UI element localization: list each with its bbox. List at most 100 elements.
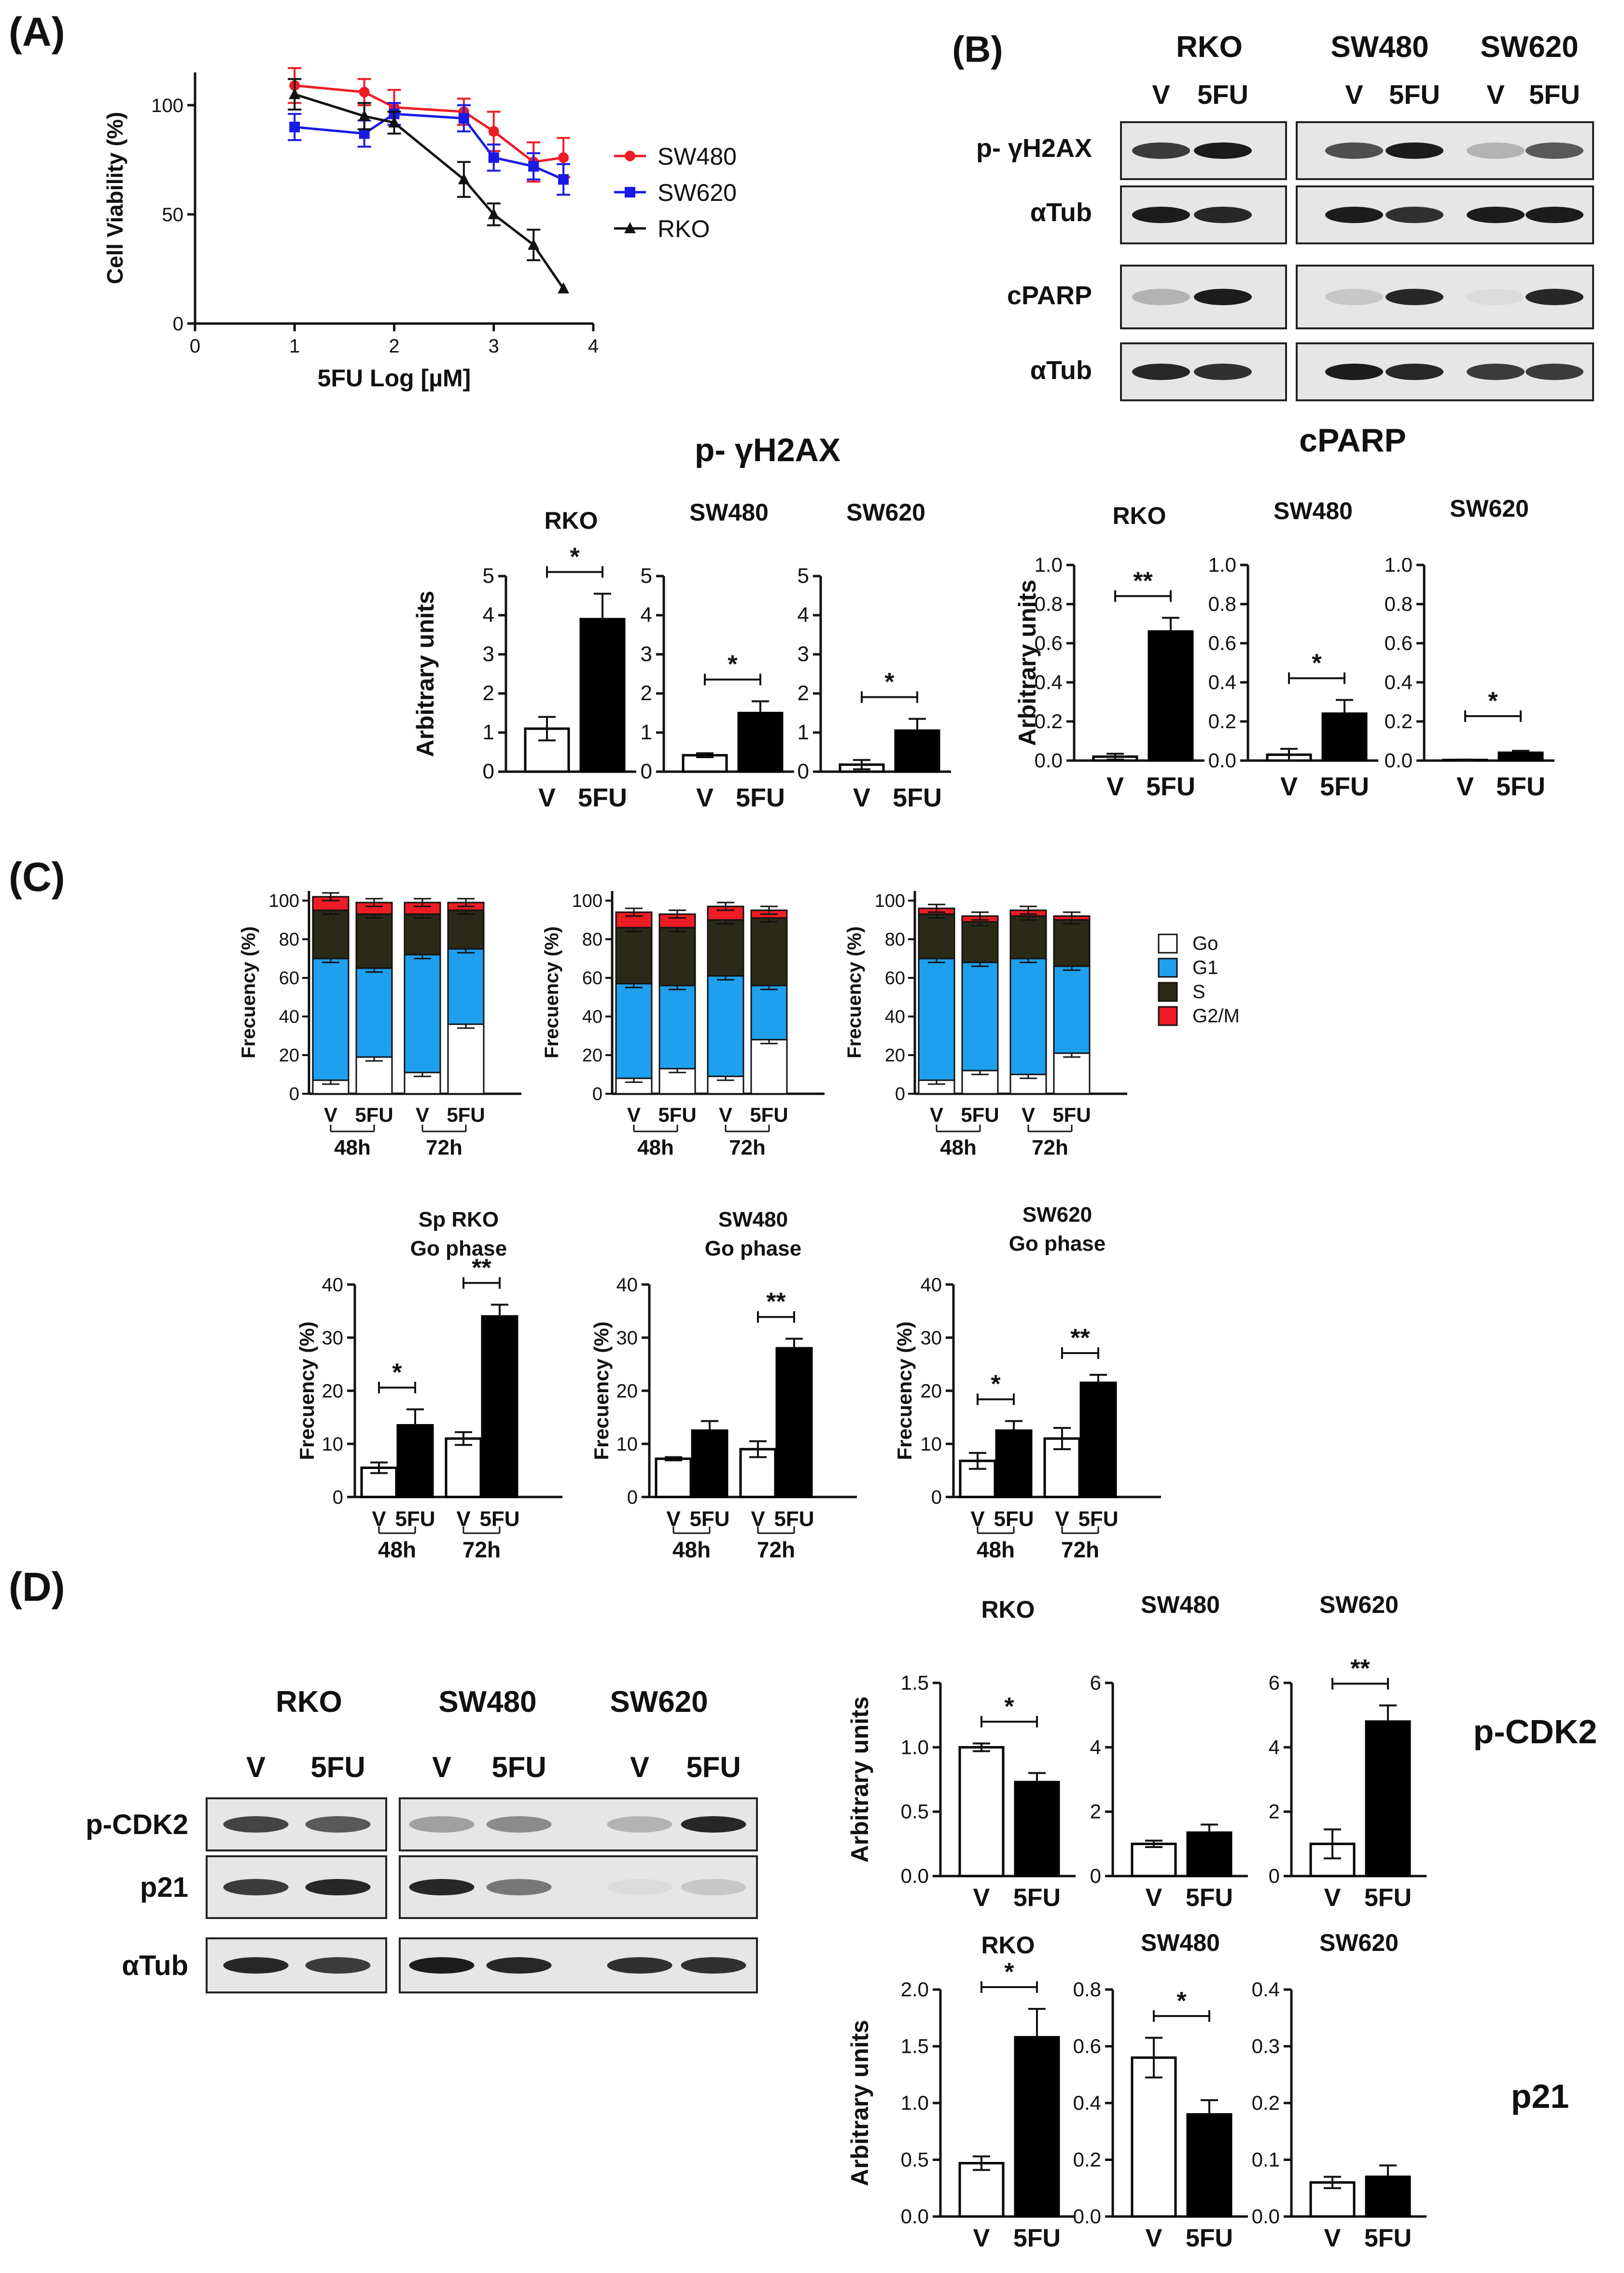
blot-band	[409, 1957, 475, 1974]
chart-title: RKO	[1112, 502, 1166, 529]
y-tick-label: 1.0	[1035, 553, 1063, 576]
row-label: p- γH2AX	[976, 134, 1092, 163]
chart-title: RKO	[981, 1596, 1035, 1623]
y-tick-label: 6	[1269, 1671, 1280, 1694]
y-tick-label: 0.0	[901, 1864, 929, 1887]
y-tick-label: 1	[798, 720, 809, 744]
significance-mark: **	[472, 1254, 491, 1282]
y-tick-label: 20	[921, 1381, 942, 1402]
x-tick-label: 5FU	[578, 783, 627, 812]
y-tick-label: 20	[582, 1045, 602, 1066]
chart-b-cparp-sw620: 0.0 0.2 0.4 0.6 0.8 1.0 SW620 V 5FU *	[1385, 495, 1554, 801]
y-tick-label: 0.3	[1252, 2035, 1280, 2058]
bar	[1131, 1842, 1177, 1878]
group-label: 72h	[462, 1537, 501, 1562]
y-tick-label: 40	[279, 1007, 299, 1027]
bar	[579, 618, 626, 773]
legend-marker	[625, 151, 635, 161]
bar	[1365, 1720, 1411, 1878]
lane-label: 5FU	[310, 1751, 365, 1783]
significance-mark: *	[1176, 1987, 1187, 2015]
bar	[1498, 751, 1544, 762]
y-tick-label: 0.2	[1385, 710, 1413, 733]
blot-band	[1386, 142, 1443, 159]
blot-band	[607, 1816, 672, 1833]
y-tick-label: 100	[875, 891, 905, 911]
data-point	[488, 126, 499, 137]
y-axis-label: Arbitrary units	[846, 2020, 873, 2187]
y-tick-label: 2	[483, 681, 494, 705]
blot-band	[1386, 364, 1443, 380]
blot-band	[1194, 364, 1252, 380]
x-tick-label: V	[1456, 772, 1474, 801]
bar	[1186, 2113, 1232, 2218]
y-tick-label: 40	[885, 1007, 905, 1027]
y-tick-label: 3	[798, 642, 809, 666]
cell-label: SW480	[1330, 30, 1428, 64]
chart-c-stack-2: 0 20 40 60 80 100 Frecuency (%) V 5FU V 5FU 48h 72h	[541, 891, 825, 1159]
blot-band	[486, 1957, 552, 1974]
y-tick-label: 1.0	[1208, 553, 1236, 576]
y-tick-label: 100	[572, 891, 602, 911]
stack-segment	[658, 927, 696, 987]
data-point	[558, 282, 570, 294]
stack-segment	[918, 958, 955, 1081]
y-axis-label: Arbitrary units	[1014, 579, 1041, 746]
row-label: cPARP	[1007, 281, 1092, 310]
data-point	[359, 86, 370, 98]
stack-segment	[1053, 1052, 1091, 1095]
significance-mark: *	[728, 650, 738, 678]
stack-segment	[447, 1023, 485, 1095]
blot-band	[681, 1957, 746, 1974]
y-tick-label: 0.2	[1073, 2148, 1101, 2171]
blot-band	[305, 1879, 371, 1895]
y-tick-label: 20	[322, 1381, 344, 1402]
legend-swatch	[1158, 1006, 1178, 1026]
y-tick-label: 40	[921, 1274, 942, 1296]
x-tick-label: 5FU	[750, 1103, 788, 1126]
y-tick-label: 80	[885, 930, 905, 950]
chart-d-cdk2-sw480: 0 2 4 6 SW480 V 5FU	[1090, 1591, 1248, 1912]
y-tick-label: 0	[627, 1487, 638, 1508]
row-label: p21	[140, 1872, 188, 1903]
x-tick-label: V	[1280, 772, 1298, 801]
stack-segment	[355, 913, 393, 969]
stack-segment	[750, 985, 788, 1041]
x-tick-label: V	[1022, 1103, 1035, 1126]
blot-band	[1325, 364, 1383, 380]
y-tick-label: 0.4	[1073, 2091, 1101, 2114]
chart-d-p21-rko: 0.0 0.5 1.0 1.5 2.0 RKO Arbitrary units V 5FU *	[846, 1932, 1076, 2252]
y-tick-label: 2.0	[901, 1978, 929, 2001]
bar	[396, 1424, 434, 1498]
stack-segment	[658, 985, 696, 1070]
y-tick-label: 10	[322, 1434, 344, 1455]
y-tick-label: 0.0	[1252, 2205, 1280, 2228]
significance-mark: *	[1312, 649, 1322, 677]
y-tick-label: 2	[1090, 1800, 1101, 1823]
x-tick-label: V	[853, 783, 870, 812]
panel-label-d: (D)	[9, 1564, 65, 1609]
y-tick-label: 0.8	[1385, 593, 1413, 615]
x-tick-label: 5FU	[447, 1103, 485, 1126]
bar	[691, 1429, 728, 1498]
stack-segment	[447, 909, 485, 950]
y-tick-label: 0.4	[1208, 671, 1236, 693]
chart-title: SW480	[1274, 497, 1353, 524]
significance-mark: **	[1350, 1655, 1370, 1683]
stack-segment	[355, 967, 393, 1058]
blot-band	[1132, 207, 1190, 223]
x-tick-label: V	[324, 1103, 337, 1126]
y-axis-label: Frecuency (%)	[295, 1321, 318, 1460]
lane-label: 5FU	[686, 1751, 741, 1783]
blot-band	[1325, 289, 1383, 305]
data-point	[558, 152, 569, 163]
y-tick-label: 10	[616, 1434, 638, 1455]
blot-band	[1386, 207, 1443, 223]
chart-title: Sp RKO	[419, 1208, 499, 1231]
section-title-cparp: cPARP	[1299, 422, 1406, 459]
stack-segment	[961, 961, 999, 1072]
blot-band	[1467, 289, 1525, 305]
data-point	[528, 239, 540, 250]
